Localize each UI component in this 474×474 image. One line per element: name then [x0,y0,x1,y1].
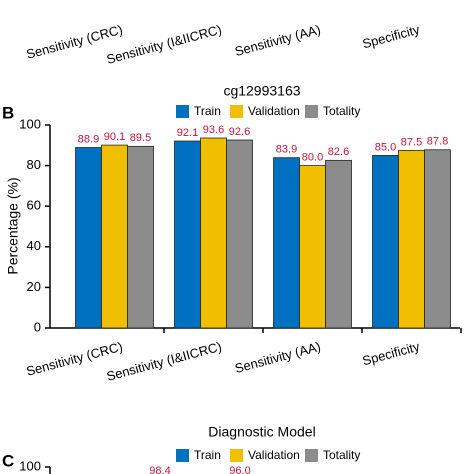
value-label: 93.6 [203,124,224,136]
y-tick-label: 40 [27,238,41,253]
value-label: 85.0 [375,141,396,153]
legend-swatch [305,449,318,462]
x-tick-label: Sensitivity (I&IICRC) [105,22,223,67]
bar [372,155,399,329]
value-label: 92.6 [229,126,250,138]
legend-swatch [305,105,318,118]
value-label: 82.6 [328,146,349,158]
panel-label: B [2,103,14,122]
bar [226,139,253,329]
bar [174,140,201,329]
legend-swatch [230,449,243,462]
value-label: 87.5 [401,136,422,148]
y-tick-label: 80 [27,157,41,172]
bar [424,149,451,329]
x-tick-label: Specificity [361,339,422,369]
panel-label: C [2,451,14,470]
bar [127,145,154,329]
y-tick-label: 100 [19,458,41,473]
bar [398,149,425,329]
y-tick-label: 20 [27,279,41,294]
y-tick-label: 0 [34,319,41,334]
legend-swatch [176,105,189,118]
y-tick-label: 60 [27,198,41,213]
value-label: 83.9 [276,144,297,156]
bar [75,147,102,329]
bar [299,165,326,329]
x-tick-label: Sensitivity (I&IICRC) [105,339,223,384]
legend-label: Totality [323,448,360,462]
legend-swatch [230,105,243,118]
legend-label: Train [194,448,221,462]
chart-title: Diagnostic Model [208,424,315,440]
x-tick-label: Specificity [361,22,422,52]
value-label: 80.0 [302,152,323,164]
value-label: 87.8 [427,136,448,148]
chart-title: cg12993163 [223,83,300,99]
legend-label: Validation [248,104,300,118]
y-axis-label: Percentage (%) [5,177,21,274]
value-label: 89.5 [130,132,151,144]
bar [273,157,300,329]
bar [325,159,352,329]
value-label: 92.1 [177,127,198,139]
y-tick-label: 100 [19,116,41,131]
bar [200,137,227,329]
bar [101,144,128,329]
value-label: 90.1 [104,131,125,143]
annotation: 96.0 [229,465,250,474]
legend-label: Totality [323,104,360,118]
legend-label: Train [194,104,221,118]
annotation: 98.4 [149,465,170,474]
legend-swatch [176,449,189,462]
x-tick-label: Sensitivity (AA) [233,339,322,376]
legend-label: Validation [248,448,300,462]
value-label: 88.9 [78,133,99,145]
x-tick-label: Sensitivity (AA) [233,22,322,59]
